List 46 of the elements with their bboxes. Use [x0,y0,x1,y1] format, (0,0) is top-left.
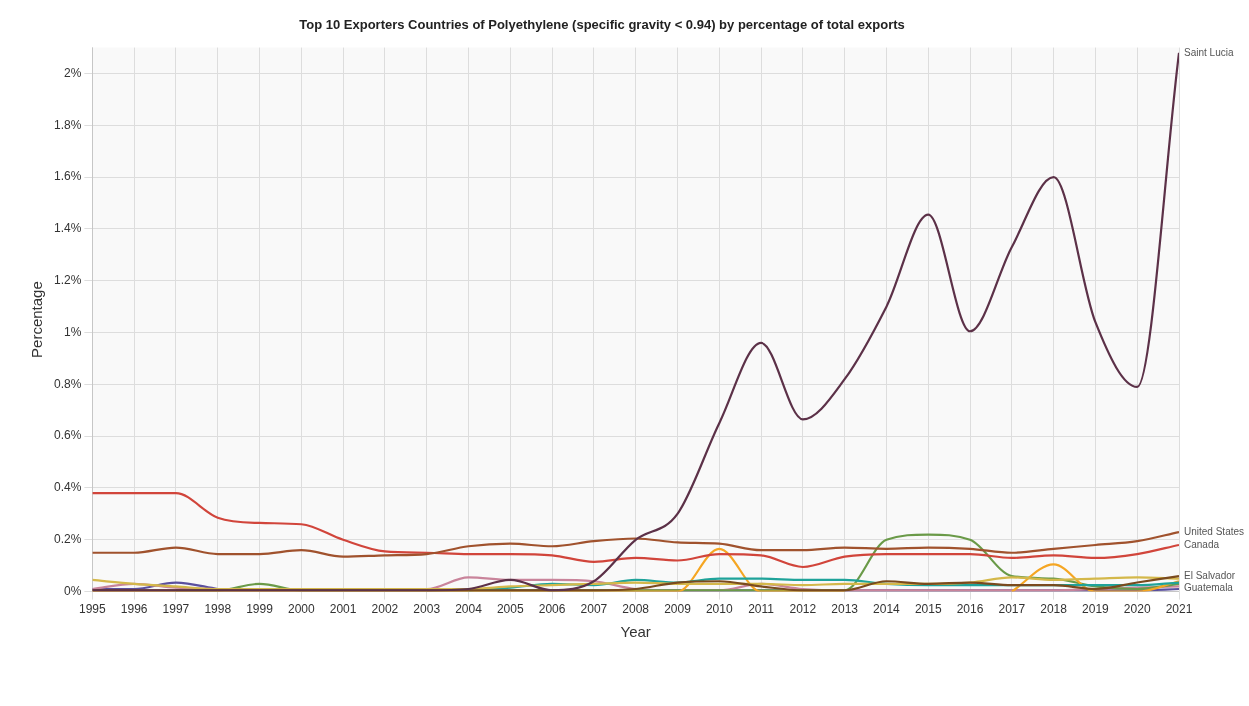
x-tick-label: 2014 [873,602,901,617]
y-tick-label: 0.6% [53,428,82,443]
y-tick-label: 2% [64,65,82,80]
y-tick-label: 0.8% [53,376,82,391]
series-label: United States [1184,525,1245,537]
y-tick-label: 0% [64,583,82,598]
x-tick-label: 2015 [914,602,942,617]
x-tick-label: 2003 [413,602,441,617]
x-tick-label: 2021 [1165,602,1193,617]
x-tick-label: 2016 [956,602,984,617]
series-label: Saint Lucia [1184,46,1234,58]
y-tick-label: 1% [64,324,82,339]
x-tick-label: 1995 [79,602,107,617]
x-tick-label: 2006 [538,602,566,617]
series-label: Canada [1184,538,1220,550]
x-tick-label: 2001 [329,602,357,617]
chart-title: Top 10 Exporters Countries of Polyethylene (specific gravity < 0.94) by percentage of total exports [299,17,905,33]
x-tick-label: 2009 [664,602,692,617]
x-tick-label: 1996 [120,602,148,617]
x-tick-label: 2000 [287,602,315,617]
y-tick-label: 1.4% [53,221,82,236]
x-axis-title: Year [620,623,651,641]
y-tick-label: 0.2% [53,532,82,547]
x-tick-label: 2013 [831,602,859,617]
x-tick-label: 2012 [789,602,817,617]
x-tick-label: 2011 [748,602,775,617]
y-tick-label: 0.4% [53,480,82,495]
x-tick-label: 2002 [371,602,399,617]
y-axis-title: Percentage [28,281,46,358]
x-tick-label: 2005 [496,602,524,617]
x-tick-label: 1999 [246,602,274,617]
y-tick-label: 1.6% [53,169,82,184]
x-tick-label: 2004 [455,602,483,617]
x-tick-label: 1998 [204,602,232,617]
x-tick-label: 2017 [998,602,1026,617]
series-label: El Salvador [1184,569,1236,581]
y-tick-label: 1.2% [53,273,82,288]
x-tick-label: 2020 [1123,602,1151,617]
x-tick-label: 2008 [622,602,650,617]
x-tick-label: 2007 [580,602,608,617]
series-label: Guatemala [1184,581,1234,593]
x-tick-label: 2019 [1082,602,1110,617]
y-tick-label: 1.8% [53,117,82,132]
x-tick-label: 2010 [705,602,733,617]
x-tick-label: 2018 [1040,602,1068,617]
x-tick-label: 1997 [162,602,190,617]
